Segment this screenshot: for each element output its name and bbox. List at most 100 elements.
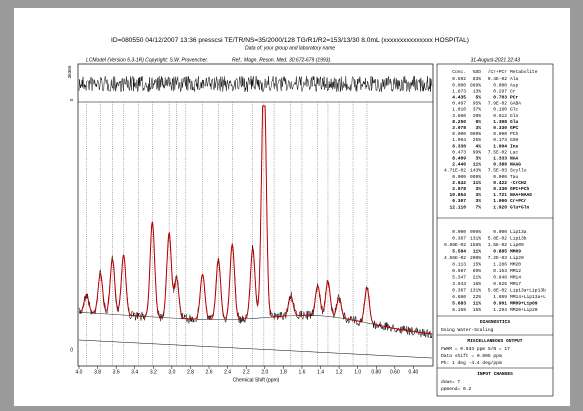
table-cell: GPC+PCh: [510, 186, 530, 192]
table-cell: 0.330: [493, 125, 507, 131]
table-cell: 0.388: [493, 162, 507, 168]
plot-frame: [77, 63, 434, 367]
paper: [14, 8, 570, 406]
table-cell: 9.4E-02: [488, 76, 508, 82]
table-cell: MM20: [510, 262, 521, 268]
table-cell: 0.885: [493, 249, 507, 255]
table-cell: 1.920: [493, 204, 507, 210]
x-tick-label: 2.0: [261, 369, 268, 375]
reference: Ref.: Magn. Reson. Med. 30:672-679 (1993…: [232, 57, 332, 63]
table-cell: 7.5E-02: [488, 149, 508, 155]
table-cell: 11%: [473, 301, 482, 307]
table-cell: 11%: [473, 249, 482, 255]
table-cell: 15%: [473, 307, 482, 313]
x-tick-label: 0.40: [409, 369, 419, 375]
table-cell: 3.860: [452, 113, 466, 119]
table-cell: 0.153: [493, 268, 507, 274]
table-cell: MM09+Lip09: [510, 301, 538, 307]
table-cell: Lip09: [510, 242, 524, 248]
table-cell: 7.9E-02: [488, 101, 508, 107]
table-cell: Glc: [510, 107, 519, 113]
table-cell: 2.642: [452, 180, 466, 186]
table-cell: 131%: [470, 288, 481, 294]
table-cell: NAA: [510, 156, 519, 162]
y-zero: 0: [70, 347, 73, 353]
table-cell: 5.347: [452, 275, 466, 281]
table-cell: 1.721: [493, 192, 507, 198]
table-cell: Lip20: [510, 255, 524, 261]
table-cell: 5.8E-02: [488, 288, 508, 294]
table-cell: 1.010: [452, 107, 466, 113]
table-cell: 1.308: [493, 119, 507, 125]
table-cell: Asp: [510, 82, 519, 88]
table-cell: 6.680: [452, 294, 466, 300]
table-cell: 0.625: [493, 281, 507, 287]
table-cell: 21%: [473, 275, 482, 281]
table-cell: 3%: [475, 192, 481, 198]
table-cell: 0.297: [493, 88, 507, 94]
table-cell: 0.497: [452, 101, 466, 107]
table-cell: 4.56E-02: [444, 255, 466, 261]
table-cell: 999%: [470, 174, 481, 180]
table-cell: 1.059: [493, 294, 507, 300]
table-cell: 10.854: [449, 192, 466, 198]
table-cell: 1.094: [452, 137, 466, 143]
table-cell: 99%: [473, 149, 482, 155]
table-cell: 7.2E-03: [488, 255, 508, 261]
table-frame: [436, 63, 554, 397]
table-cell: Cr+PCr: [510, 198, 527, 204]
table-cell: PCh: [510, 131, 519, 137]
x-tick-label: 1.8: [280, 369, 287, 375]
section-line: Data shift = 0.005 ppm: [441, 353, 502, 359]
table-cell: Glu+Gln: [510, 204, 530, 210]
table-cell: Scyllo: [510, 168, 527, 174]
table-cell: 8%: [475, 119, 481, 125]
table-cell: 2.078: [452, 125, 466, 131]
table-cell: GABA: [510, 101, 521, 107]
table-cell: 4.435: [452, 95, 466, 101]
table-cell: 0.173: [493, 137, 507, 143]
table-cell: MM14+Lip13a+L: [510, 294, 546, 300]
table-cell: 3%: [475, 156, 481, 162]
credit: LCModel (Version 6.3-1R) Copyright: S.W.…: [86, 57, 208, 63]
table-cell: 4%: [475, 143, 481, 149]
date: 31-August-2021 22:43: [471, 57, 521, 63]
section-line: ppmend= 0.2: [441, 386, 472, 392]
zero-line: [78, 339, 433, 359]
residual-trace: [78, 75, 433, 93]
table-cell: 999%: [470, 82, 481, 88]
table-cell: 0.703: [493, 95, 507, 101]
x-tick-label: 1.2: [336, 369, 343, 375]
table-cell: 12.110: [449, 204, 466, 210]
x-tick-label: 3.8: [94, 369, 101, 375]
table-cell: 999%: [470, 229, 481, 235]
table-cell: 0.000: [493, 131, 507, 137]
table-cell: Ins: [510, 143, 519, 149]
table-cell: 15%: [473, 262, 482, 268]
table-cell: 5.683: [452, 301, 466, 307]
table-cell: 0.000: [493, 174, 507, 180]
table-cell: NAAG: [510, 162, 521, 168]
table-cell: 3%: [475, 186, 481, 192]
table-cell: 0.000: [452, 229, 466, 235]
table-cell: 1.294: [493, 307, 507, 313]
x-tick-label: 4.0: [76, 369, 83, 375]
residual-max: 36365: [67, 65, 72, 78]
table-cell: Gln: [510, 113, 519, 119]
table-cell: 999%: [470, 131, 481, 137]
section-line: Doing Water-Scaling: [441, 327, 494, 333]
table-cell: 0.330: [493, 186, 507, 192]
table-cell: 5%: [475, 95, 481, 101]
table-cell: 131%: [470, 236, 481, 242]
table-cell: 11%: [473, 180, 482, 186]
table-cell: 4.71E-02: [444, 168, 466, 174]
table-cell: 9.69E-02: [444, 242, 466, 248]
table-cell: 8.159: [452, 307, 466, 313]
table-cell: Cr: [510, 88, 516, 94]
table-cell: 6.307: [452, 198, 466, 204]
table-cell: Conc.: [452, 69, 466, 75]
table-cell: 0.000: [452, 174, 466, 180]
table-cell: GSH: [510, 137, 519, 143]
table-cell: Lac: [510, 149, 519, 155]
